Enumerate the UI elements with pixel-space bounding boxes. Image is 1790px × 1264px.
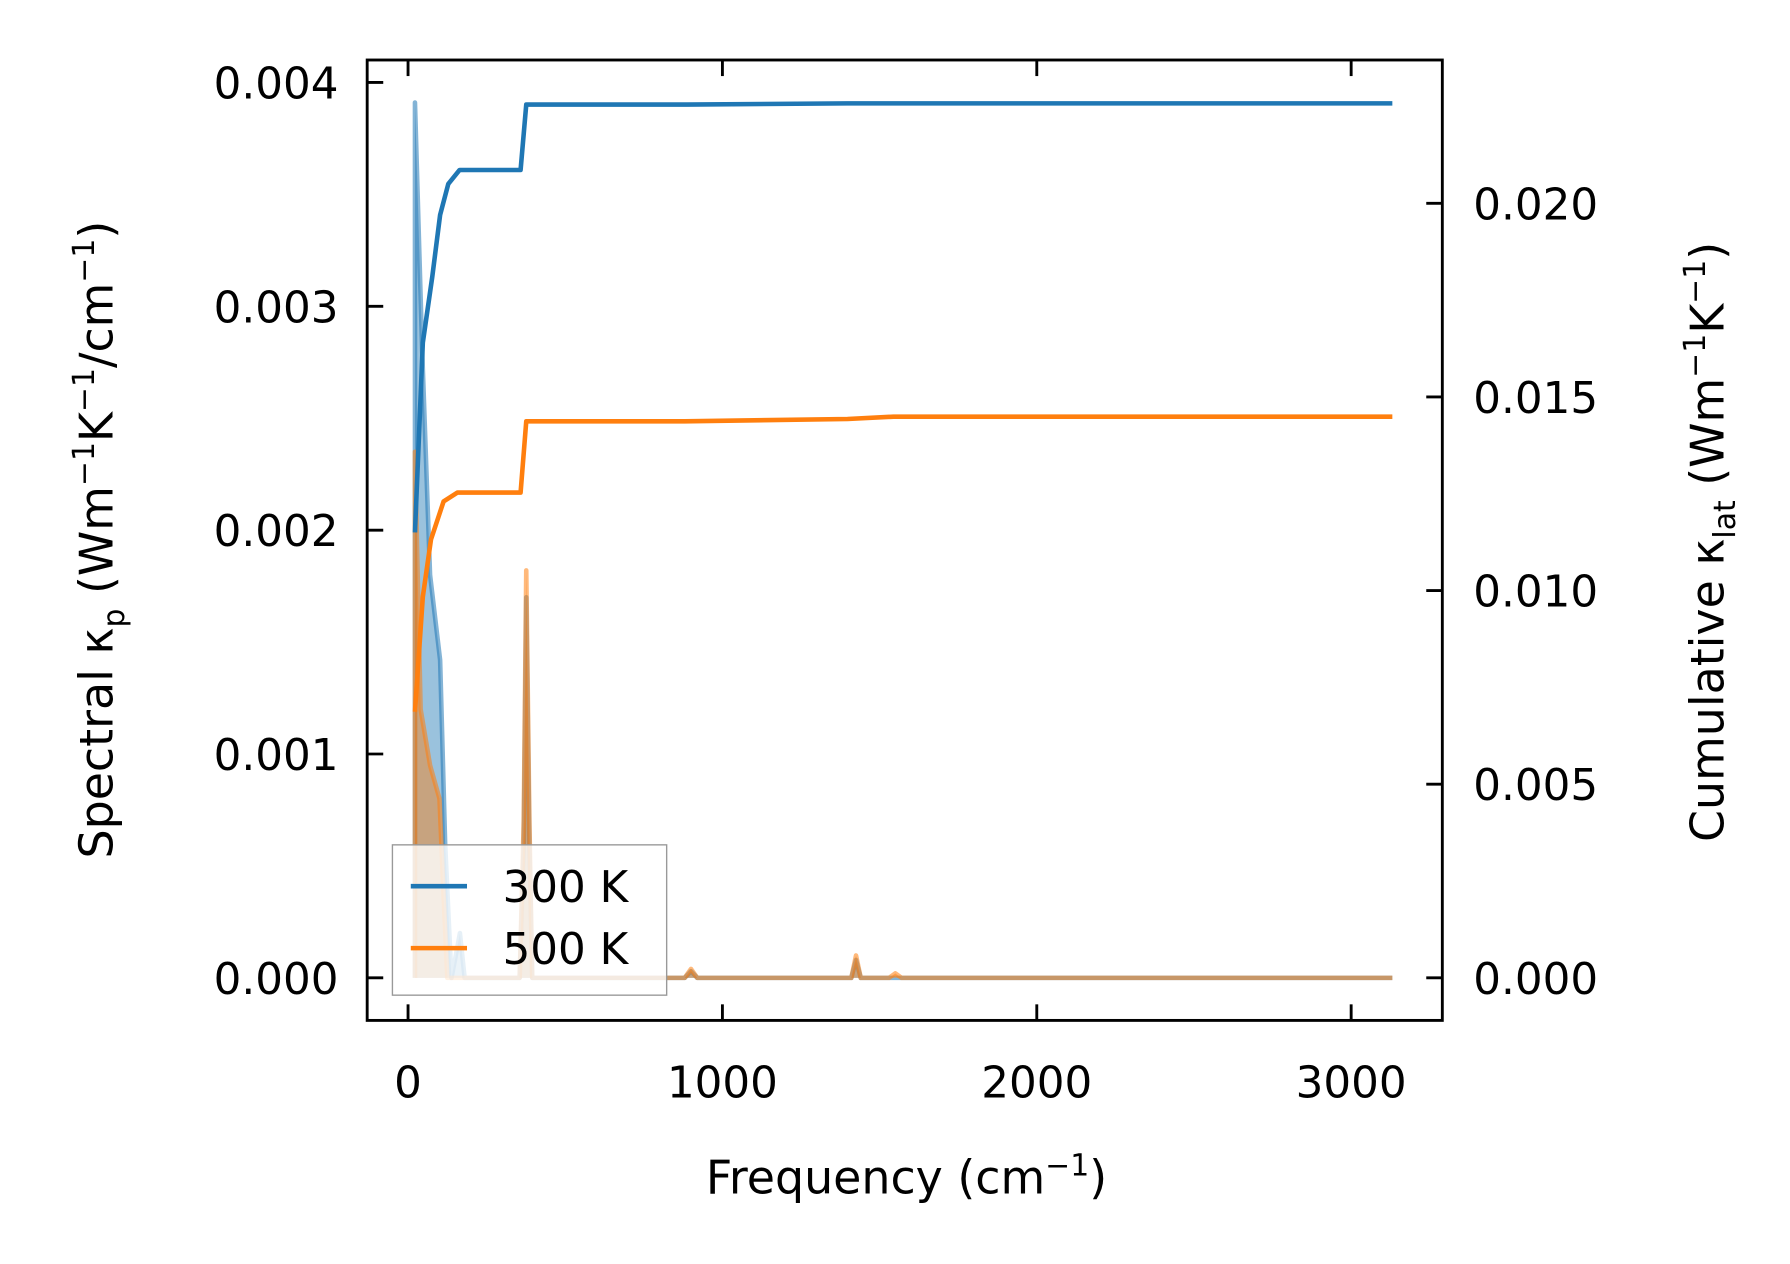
axis-ticks: 0 1000 2000 3000 0.000 0.001 0.002 0.003 0.004 0.… xyxy=(214,59,1598,1108)
y-left-tick-label: 0.004 xyxy=(214,59,339,109)
x-tick-label: 3000 xyxy=(1296,1058,1407,1108)
y-left-tick-label: 0.001 xyxy=(214,731,339,781)
x-tick-label: 1000 xyxy=(667,1058,778,1108)
legend-box xyxy=(391,844,668,996)
y-right-tick-label: 0.000 xyxy=(1473,955,1598,1005)
cumulative-line-500k xyxy=(412,414,1393,712)
x-tick-label: 2000 xyxy=(981,1058,1092,1108)
x-tick-label: 0 xyxy=(394,1058,422,1108)
y-left-tick-label: 0.003 xyxy=(214,283,339,333)
y-axis-left-label: Spectral κp (Wm−1K−1/cm−1) xyxy=(67,221,132,859)
y-left-tick-label: 0.000 xyxy=(214,955,339,1005)
cumulative-line-300k xyxy=(412,101,1393,533)
y-right-tick-label: 0.005 xyxy=(1473,761,1598,811)
x-axis-label: Frequency (cm−1) xyxy=(706,1148,1107,1204)
legend: 300 K 500 K xyxy=(391,844,668,996)
y-right-tick-label: 0.010 xyxy=(1473,568,1598,618)
plot-frame xyxy=(365,58,1444,1022)
y-right-tick-label: 0.015 xyxy=(1473,374,1598,424)
y-axis-right-label: Cumulative κlat (Wm−1K−1) xyxy=(1678,242,1743,842)
y-right-tick-label: 0.020 xyxy=(1473,180,1598,230)
legend-label-500k: 500 K xyxy=(503,925,630,975)
legend-label-300k: 300 K xyxy=(503,863,630,913)
y-left-tick-label: 0.002 xyxy=(214,507,339,557)
